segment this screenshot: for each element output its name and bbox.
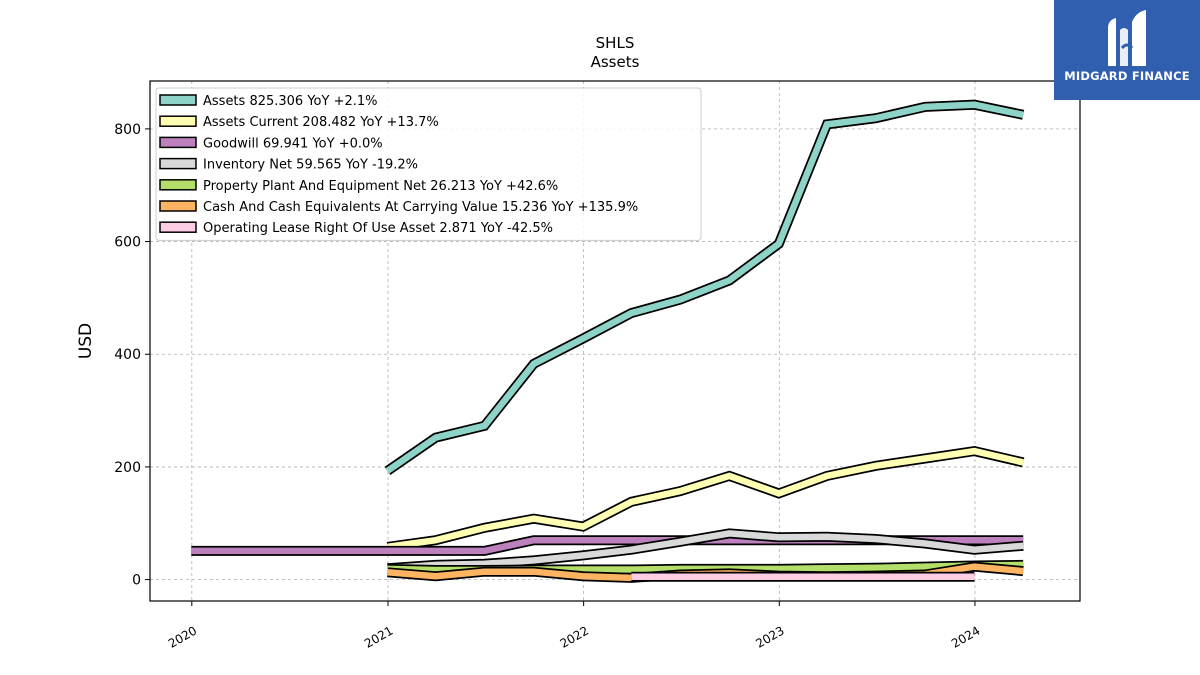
legend-swatch xyxy=(159,115,197,127)
legend-label: Assets Current 208.482 YoY +13.7% xyxy=(203,115,439,130)
y-tick-label: 0 xyxy=(132,573,141,589)
legend-label: Inventory Net 59.565 YoY -19.2% xyxy=(203,158,418,173)
legend: Assets 825.306 YoY +2.1% Assets Current 2… xyxy=(155,87,702,241)
y-tick-label: 400 xyxy=(114,347,141,363)
series-3 xyxy=(387,528,1024,574)
series-line xyxy=(387,447,1024,551)
legend-label: Property Plant And Equipment Net 26.213 … xyxy=(203,179,558,194)
series-line xyxy=(385,101,1024,474)
x-tick-label: 2023 xyxy=(753,623,786,650)
y-axis-label: USD xyxy=(76,323,96,359)
y-tick-label: 600 xyxy=(114,235,141,251)
legend-label: Goodwill 69.941 YoY +0.0% xyxy=(203,136,383,151)
series-0 xyxy=(384,99,1025,476)
legend-swatch xyxy=(159,200,197,212)
chart-title: SHLS xyxy=(596,34,635,52)
x-tick-label: 2021 xyxy=(362,623,395,650)
legend-box xyxy=(155,87,702,241)
x-tick-label: 2022 xyxy=(558,623,591,650)
brand-name: MIDGARD FINANCE xyxy=(1064,69,1190,83)
x-tick-label: 2020 xyxy=(166,623,199,650)
series-1 xyxy=(386,446,1025,552)
legend-swatch xyxy=(159,179,197,191)
legend-swatch xyxy=(159,157,197,170)
legend-swatch xyxy=(159,94,197,106)
legend-label: Cash And Cash Equivalents At Carrying Va… xyxy=(203,200,638,215)
series-layer xyxy=(191,99,1025,583)
y-tick-label: 200 xyxy=(114,460,141,476)
brand-logo: MIDGARD FINANCE xyxy=(1054,0,1200,100)
legend-label: Assets 825.306 YoY +2.1% xyxy=(203,94,378,109)
x-tick-label: 2024 xyxy=(949,623,982,650)
legend-swatch xyxy=(159,221,197,233)
chart-subtitle: Assets xyxy=(591,53,640,71)
y-tick-label: 800 xyxy=(114,122,141,138)
legend-label: Operating Lease Right Of Use Asset 2.871… xyxy=(203,221,553,236)
series-line xyxy=(387,530,1024,572)
legend-swatch xyxy=(159,136,197,149)
plot-frame xyxy=(149,80,1081,602)
midgard-m-logo-icon xyxy=(1108,10,1146,66)
